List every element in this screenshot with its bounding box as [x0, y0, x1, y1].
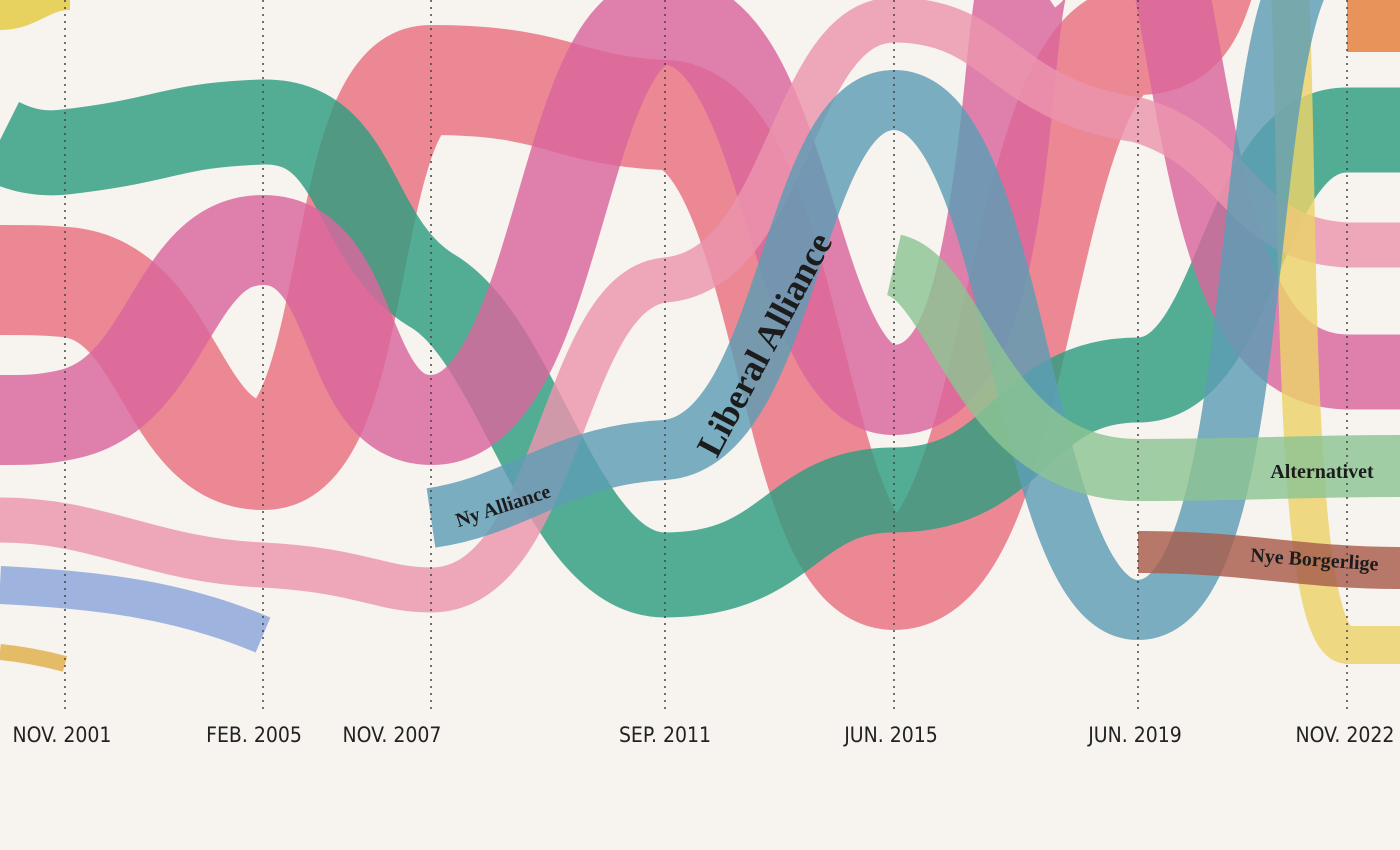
- x-tick-label: NOV. 2001: [13, 723, 112, 747]
- ribbon: [0, 644, 68, 672]
- x-tick-label: JUN. 2019: [1087, 723, 1182, 747]
- ribbon: [0, 566, 271, 653]
- party-label: Alternativet: [1270, 461, 1374, 483]
- ribbon: [0, 0, 72, 30]
- ribbon: [426, 0, 1325, 641]
- x-tick-label: NOV. 2007: [343, 723, 442, 747]
- ribbon: [0, 0, 1066, 466]
- ribbon: [883, 234, 1400, 502]
- x-tick-label: NOV. 2022: [1296, 723, 1395, 747]
- x-tick-label: SEP. 2011: [619, 723, 711, 747]
- ribbon: [0, 79, 1400, 618]
- ribbon: [1137, 531, 1400, 589]
- ribbon-end: [1347, 0, 1400, 52]
- x-tick-label: JUN. 2015: [843, 723, 938, 747]
- x-axis: NOV. 2001 FEB. 2005 NOV. 2007 SEP. 2011 …: [13, 723, 1395, 747]
- x-tick-label: FEB. 2005: [206, 723, 302, 747]
